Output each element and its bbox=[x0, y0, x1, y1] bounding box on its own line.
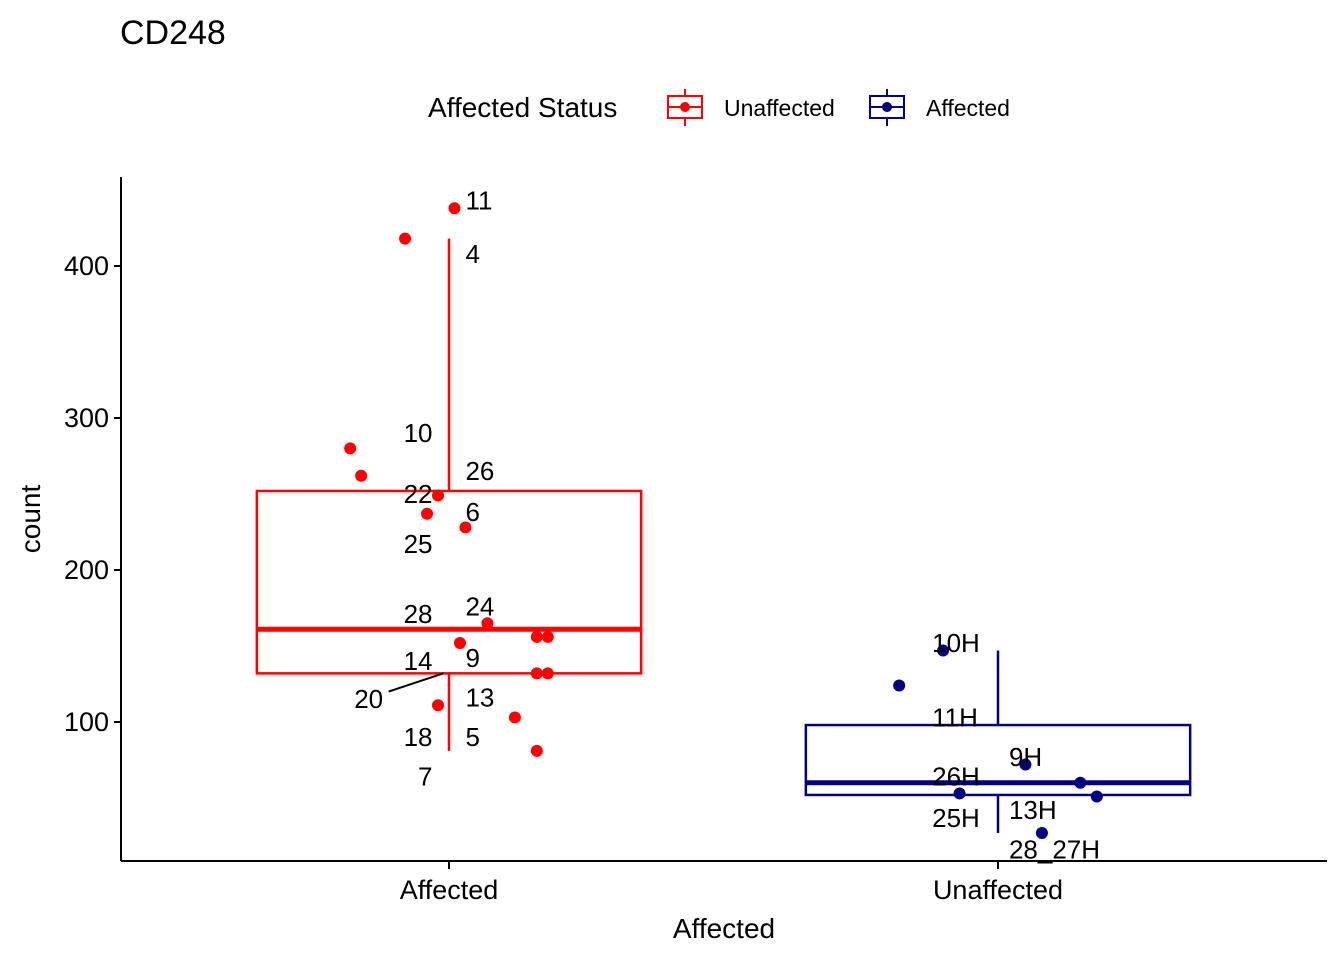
point-label: 9H bbox=[1009, 742, 1042, 772]
data-point bbox=[541, 667, 554, 680]
point-label: 5 bbox=[465, 722, 479, 752]
data-point bbox=[1090, 790, 1103, 803]
legend-key-affected bbox=[869, 89, 905, 126]
box bbox=[804, 723, 1192, 797]
point-label: 11 bbox=[465, 186, 492, 216]
plot-area: 11 4 10 26 22 6 25 28 24 14 9 20 13 18 5 7 10H 11H 9H 26H 25… bbox=[255, 186, 1192, 865]
y-tick-label: 200 bbox=[64, 555, 109, 585]
x-tick-label: Affected bbox=[400, 875, 499, 905]
data-point bbox=[1074, 776, 1087, 789]
data-point bbox=[530, 744, 543, 757]
chart-title: CD248 bbox=[120, 14, 226, 52]
box-group-unaffected: 10H 11H 9H 26H 25H 13H 28_27H bbox=[804, 628, 1192, 865]
point-label: 20 bbox=[354, 684, 383, 714]
y-tick-label: 100 bbox=[64, 707, 109, 737]
data-point bbox=[893, 679, 906, 692]
data-point bbox=[432, 699, 445, 712]
point-label: 18 bbox=[404, 722, 433, 752]
point-label: 10H bbox=[932, 628, 980, 658]
point-label: 24 bbox=[465, 591, 494, 621]
point-label: 28_27H bbox=[1009, 835, 1100, 865]
point-label: 11H bbox=[932, 702, 978, 732]
box-group-affected: 11 4 10 26 22 6 25 28 24 14 9 20 13 18 5 7 bbox=[255, 186, 643, 792]
point-label: 7 bbox=[418, 762, 432, 792]
y-axis-title: count bbox=[15, 485, 46, 554]
point-label: 28 bbox=[404, 599, 433, 629]
data-point bbox=[453, 636, 466, 649]
point-label: 9 bbox=[465, 643, 479, 673]
point-label: 13H bbox=[1009, 795, 1057, 825]
data-point bbox=[530, 667, 543, 680]
data-point bbox=[508, 711, 521, 724]
data-point bbox=[355, 469, 368, 482]
x-tick-label: Unaffected bbox=[933, 875, 1063, 905]
data-point bbox=[399, 232, 412, 245]
data-point bbox=[432, 489, 445, 502]
point-label: 6 bbox=[465, 497, 479, 527]
legend-label-unaffected: Unaffected bbox=[724, 95, 835, 121]
legend-label-affected: Affected bbox=[926, 95, 1010, 121]
point-label: 25 bbox=[404, 529, 433, 559]
data-point bbox=[459, 521, 472, 534]
data-point bbox=[937, 644, 950, 657]
y-axis-ticks: 100 200 300 400 bbox=[64, 251, 121, 737]
legend: Affected Status Unaffected Affected bbox=[428, 89, 1010, 126]
point-label: 4 bbox=[465, 239, 479, 269]
point-label: 13 bbox=[465, 683, 494, 713]
label-leader-line bbox=[388, 672, 444, 693]
data-point bbox=[530, 630, 543, 643]
data-point bbox=[1019, 758, 1032, 771]
point-label: 22 bbox=[404, 479, 433, 509]
x-axis-title: Affected bbox=[673, 913, 775, 944]
box bbox=[255, 489, 643, 675]
data-point bbox=[448, 202, 461, 215]
data-point bbox=[1035, 826, 1048, 839]
legend-title: Affected Status bbox=[428, 92, 617, 123]
data-point bbox=[344, 442, 357, 455]
y-tick-label: 300 bbox=[64, 403, 109, 433]
point-label: 25H bbox=[932, 803, 980, 833]
data-point bbox=[541, 630, 554, 643]
data-point bbox=[421, 507, 434, 520]
x-axis-ticks: Affected Unaffected bbox=[400, 861, 1063, 905]
point-label: 10 bbox=[404, 418, 433, 448]
y-tick-label: 400 bbox=[64, 251, 109, 281]
point-label: 26H bbox=[932, 762, 980, 792]
data-point bbox=[953, 787, 966, 800]
data-point bbox=[481, 617, 494, 630]
legend-key-unaffected bbox=[667, 89, 703, 126]
point-label: 14 bbox=[404, 646, 433, 676]
point-label: 26 bbox=[465, 456, 494, 486]
